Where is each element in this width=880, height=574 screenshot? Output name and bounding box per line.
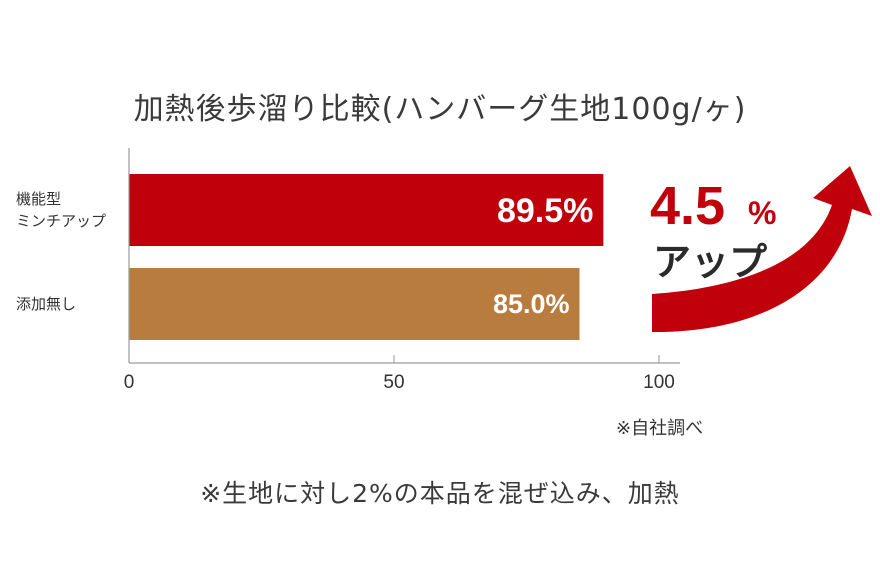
- source-note: ※自社調べ: [616, 418, 704, 439]
- x-tick-label-2: 100: [643, 372, 675, 393]
- callout-unit: %: [748, 195, 776, 231]
- bar-value-label-1: 85.0%: [493, 289, 570, 319]
- callout-word: アップ: [653, 240, 767, 284]
- chart-title: 加熱後歩溜り比較(ハンバーグ生地100g/ヶ): [133, 92, 747, 127]
- bar-1: [129, 268, 580, 340]
- category-label-1: 添加無し: [16, 295, 76, 313]
- x-tick-label-1: 50: [383, 372, 404, 393]
- category-label-0: 機能型ミンチアップ: [16, 190, 106, 230]
- up-arrow-icon: [652, 166, 872, 333]
- bar-value-label-0: 89.5%: [497, 192, 593, 230]
- x-tick-label-0: 0: [124, 372, 135, 393]
- bar-0: [129, 174, 604, 246]
- footnote: ※生地に対し2%の本品を混ぜ込み、加熱: [200, 479, 680, 508]
- callout-number: 4.5: [650, 176, 725, 236]
